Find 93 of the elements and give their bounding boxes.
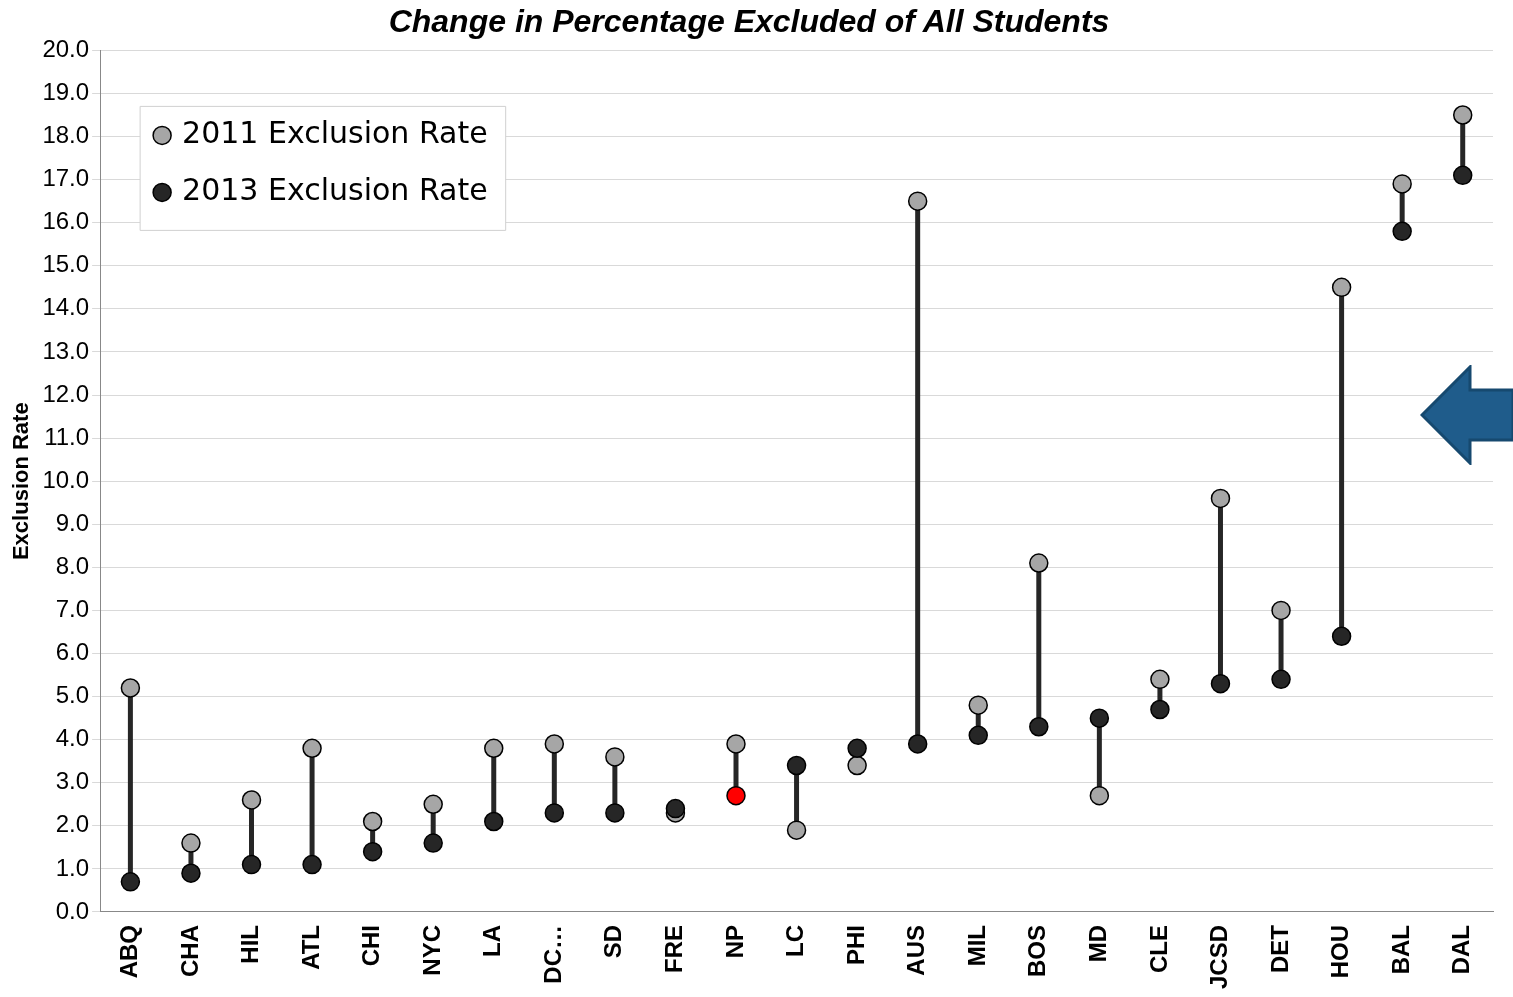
x-tick-label: DC… xyxy=(538,924,566,984)
point xyxy=(665,798,686,819)
x-tick-label: CLE xyxy=(1144,924,1172,973)
y-tick-label: 3.0 xyxy=(55,767,90,795)
y-tick-label: 2.0 xyxy=(55,810,90,838)
x-tick-label: MD xyxy=(1083,924,1111,963)
legend-label: 2013 Exclusion Rate xyxy=(182,172,488,208)
y-tick-label: 10.0 xyxy=(42,465,90,493)
point xyxy=(605,803,625,823)
point xyxy=(907,191,928,211)
x-tick-label: FRE xyxy=(660,924,688,973)
x-tick-label: CHA xyxy=(175,924,203,977)
point xyxy=(1331,626,1352,647)
y-tick-label: 16.0 xyxy=(42,207,90,235)
y-tick-label: 1.0 xyxy=(55,853,90,881)
y-tick-label: 9.0 xyxy=(55,508,90,536)
point xyxy=(302,738,322,759)
point xyxy=(1210,673,1231,694)
point xyxy=(786,820,807,840)
point xyxy=(1150,669,1170,690)
point xyxy=(726,734,746,754)
y-tick-label: 11.0 xyxy=(44,422,90,450)
y-tick-label: 8.0 xyxy=(55,551,90,579)
point xyxy=(181,833,201,853)
legend-label: 2011 Exclusion Rate xyxy=(182,115,488,151)
point xyxy=(968,695,988,715)
point xyxy=(1210,488,1231,509)
x-tick-label: HIL xyxy=(236,924,264,964)
y-tick-label: 12.0 xyxy=(42,379,90,407)
y-tick-label: 14.0 xyxy=(42,293,90,321)
point xyxy=(423,833,443,853)
point xyxy=(1029,716,1049,737)
point xyxy=(1452,105,1473,125)
point xyxy=(302,854,322,875)
point xyxy=(1331,277,1352,298)
point xyxy=(847,755,867,776)
point xyxy=(726,785,746,806)
y-tick-label: 7.0 xyxy=(55,595,90,623)
x-tick-label: DAL xyxy=(1447,924,1475,975)
point xyxy=(241,790,262,810)
y-tick-label: 18.0 xyxy=(42,121,90,149)
point xyxy=(484,811,504,832)
point xyxy=(120,678,141,698)
y-tick-label: 5.0 xyxy=(55,681,90,709)
chart-title: Change in Percentage Excluded of All Students xyxy=(388,3,1110,40)
point xyxy=(181,863,201,883)
x-tick-label: PHI xyxy=(841,924,869,965)
point xyxy=(1089,708,1110,728)
y-axis-title: Exclusion Rate xyxy=(8,402,34,561)
y-tick-label: 6.0 xyxy=(55,638,90,666)
x-tick-label: ATL xyxy=(296,924,324,970)
point xyxy=(1271,669,1291,690)
x-tick-label: MIL xyxy=(962,924,990,967)
point xyxy=(1392,174,1412,194)
x-tick-label: CHI xyxy=(357,924,385,967)
point xyxy=(362,811,383,832)
point xyxy=(605,747,625,767)
y-tick-label: 17.0 xyxy=(42,164,90,192)
y-tick-label: 0.0 xyxy=(55,896,90,924)
x-tick-label: BAL xyxy=(1386,924,1414,975)
point xyxy=(1089,785,1110,806)
x-tick-label: BOS xyxy=(1023,924,1051,977)
point xyxy=(1271,600,1291,621)
point xyxy=(544,734,565,754)
point xyxy=(786,755,807,776)
x-tick-label: DET xyxy=(1265,924,1293,973)
point xyxy=(907,734,928,754)
point xyxy=(968,725,988,746)
x-tick-label: JCSD xyxy=(1205,924,1233,990)
point xyxy=(1150,699,1170,720)
x-tick-label: AUS xyxy=(902,924,930,976)
x-tick-label: HOU xyxy=(1326,924,1354,979)
point xyxy=(847,738,867,759)
point xyxy=(1029,553,1049,573)
point xyxy=(544,803,565,823)
point xyxy=(362,841,383,862)
point xyxy=(1452,165,1473,186)
x-tick-label: LA xyxy=(478,924,506,957)
y-tick-label: 15.0 xyxy=(42,250,90,278)
point xyxy=(423,794,443,815)
y-tick-label: 20.0 xyxy=(42,35,90,63)
x-tick-label: LC xyxy=(781,924,809,957)
point xyxy=(484,738,504,759)
point xyxy=(120,872,141,892)
x-tick-label: SD xyxy=(599,924,627,959)
x-tick-label: NYC xyxy=(417,924,445,976)
y-tick-label: 13.0 xyxy=(42,336,90,364)
y-tick-label: 19.0 xyxy=(42,78,90,106)
point xyxy=(241,854,262,875)
x-tick-label: NP xyxy=(720,924,748,959)
point xyxy=(1392,221,1412,242)
y-tick-label: 4.0 xyxy=(55,724,90,752)
x-tick-label: ABQ xyxy=(115,924,143,979)
